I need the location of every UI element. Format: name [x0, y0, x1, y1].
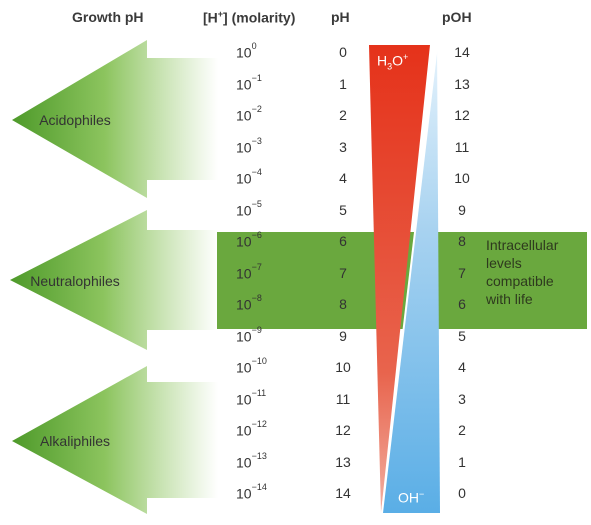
h-concentration: 10−13	[236, 451, 267, 471]
h-concentration: 10−8	[236, 293, 262, 313]
ph-value: 9	[339, 328, 347, 344]
header-h-molarity: [H+] (molarity)	[203, 9, 296, 26]
ph-value: 10	[335, 359, 351, 375]
poh-value: 13	[454, 76, 470, 92]
poh-value: 1	[458, 454, 466, 470]
alkaliphiles-label: Alkaliphiles	[39, 433, 111, 449]
h-concentration: 10−6	[236, 230, 262, 250]
poh-value: 11	[454, 139, 470, 155]
poh-value: 3	[458, 391, 466, 407]
acidophiles-arrow	[12, 40, 218, 198]
poh-value: 0	[458, 485, 466, 501]
ph-value: 1	[339, 76, 347, 92]
poh-value: 14	[454, 44, 470, 60]
h-concentration: 10−4	[236, 167, 262, 187]
poh-value: 2	[458, 422, 466, 438]
ph-value: 3	[339, 139, 347, 155]
h-concentration: 10−14	[236, 482, 267, 502]
poh-value: 4	[458, 359, 466, 375]
header-ph: pH	[331, 9, 350, 25]
poh-value: 6	[458, 296, 466, 312]
ph-value: 14	[335, 485, 351, 501]
h3o-label: H3O+	[377, 52, 409, 72]
h3o-triangle	[369, 45, 430, 513]
poh-value: 9	[458, 202, 466, 218]
ph-value: 2	[339, 107, 347, 123]
neutralophiles-label: Neutralophiles	[30, 273, 120, 289]
h-concentration: 10−1	[236, 73, 262, 93]
ph-value: 6	[339, 233, 347, 249]
poh-value: 5	[458, 328, 466, 344]
ph-value: 4	[339, 170, 347, 186]
ph-value: 11	[335, 391, 351, 407]
alkaliphiles-arrow	[12, 366, 218, 514]
ph-value: 0	[339, 44, 347, 60]
h-concentration: 10−12	[236, 419, 267, 439]
poh-value: 8	[458, 233, 466, 249]
h-concentration: 10−7	[236, 262, 262, 282]
h-concentration: 10−10	[236, 356, 267, 376]
h-concentration: 10−9	[236, 325, 262, 345]
h-concentration: 10−5	[236, 199, 262, 219]
h-concentration: 10−2	[236, 104, 262, 124]
poh-value: 10	[454, 170, 470, 186]
header-poh: pOH	[442, 9, 472, 25]
ph-value: 5	[339, 202, 347, 218]
oh-label: OH−	[398, 489, 425, 506]
neutralophiles-arrow	[10, 210, 218, 350]
h-concentration: 100	[236, 41, 257, 61]
poh-value: 12	[454, 107, 470, 123]
h-concentration: 10−3	[236, 136, 262, 156]
intracellular-note: Intracellular levels compatible with lif…	[486, 237, 559, 307]
acidophiles-label: Acidophiles	[39, 112, 111, 128]
h-concentration: 10−11	[236, 388, 267, 408]
ph-value: 8	[339, 296, 347, 312]
ph-value: 13	[335, 454, 351, 470]
header-growth-ph: Growth pH	[72, 9, 144, 25]
ph-value: 12	[335, 422, 351, 438]
ph-value: 7	[339, 265, 347, 281]
poh-value: 7	[458, 265, 466, 281]
